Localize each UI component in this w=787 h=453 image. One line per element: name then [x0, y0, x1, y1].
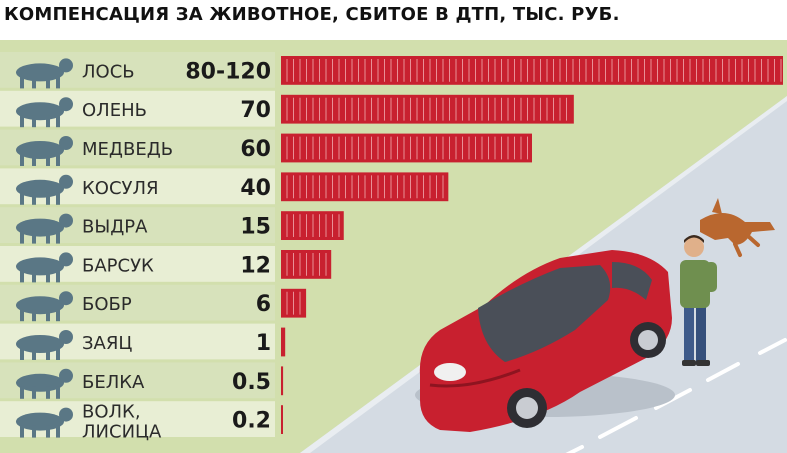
category-label: ВОЛК, ЛИСИЦА	[82, 402, 162, 443]
value-label: 60	[240, 137, 271, 162]
flying-animal-illustration	[700, 198, 775, 257]
animal-icons	[16, 58, 73, 438]
value-label: 12	[240, 253, 271, 278]
value-label: 1	[256, 331, 271, 356]
value-label: 80-120	[185, 59, 271, 84]
category-label: МЕДВЕДЬ	[82, 139, 173, 160]
squirrel-icon	[16, 368, 73, 399]
bar	[281, 250, 332, 279]
category-labels: ЛОСЬ ОЛЕНЬ МЕДВЕДЬ КОСУЛЯ ВЫДРА БАРСУК БОБР ЗАЯ…	[82, 61, 173, 442]
bars	[281, 56, 783, 434]
bear-icon	[16, 136, 73, 166]
bar	[281, 56, 783, 85]
road-markings	[565, 338, 787, 453]
bar	[281, 405, 283, 434]
value-label: 70	[240, 98, 271, 123]
bar	[281, 133, 532, 163]
otter-icon	[16, 213, 73, 244]
bar	[281, 288, 307, 318]
bar	[281, 327, 286, 357]
wolf-fox-icon	[16, 407, 73, 438]
value-labels: 80-120 70 60 40 15 12 6 1 0.5 0.2	[185, 59, 271, 433]
category-label: ЗАЯЦ	[82, 333, 132, 354]
category-label: ВЫДРА	[82, 217, 148, 238]
deer-icon	[16, 97, 73, 128]
category-label: ОЛЕНЬ	[82, 100, 147, 121]
car-illustration	[415, 250, 675, 432]
bar	[281, 172, 449, 202]
hare-icon	[16, 330, 73, 360]
category-label: БЕЛКА	[82, 372, 145, 393]
value-label: 0.5	[232, 370, 271, 395]
bar	[281, 211, 344, 240]
beaver-icon	[16, 291, 73, 322]
value-label: 6	[256, 292, 271, 317]
value-label: 15	[240, 215, 271, 240]
value-label: 0.2	[232, 409, 271, 434]
chart-title: КОМПЕНСАЦИЯ ЗА ЖИВОТНОЕ, СБИТОЕ В ДТП, Т…	[4, 4, 620, 25]
roe-deer-icon	[16, 174, 73, 205]
bar	[281, 94, 574, 124]
category-label: КОСУЛЯ	[82, 178, 159, 199]
badger-icon	[16, 252, 73, 283]
moose-icon	[16, 58, 73, 89]
bar	[281, 366, 284, 396]
category-label: ЛОСЬ	[82, 61, 135, 82]
category-label: БОБР	[82, 294, 132, 315]
person-illustration	[680, 235, 717, 366]
category-label: БАРСУК	[82, 255, 154, 276]
value-label: 40	[240, 176, 271, 201]
